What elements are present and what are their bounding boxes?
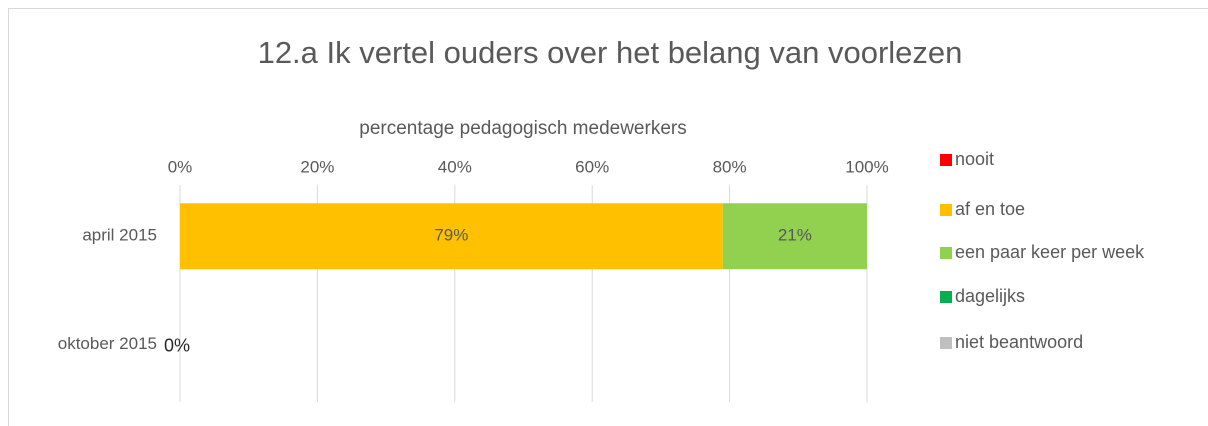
bar-segment: [722, 203, 867, 270]
data-label: 79%: [434, 226, 468, 245]
y-tick-label: oktober 2015: [58, 334, 157, 353]
legend-swatch: [940, 247, 952, 259]
legend-label: een paar keer per week: [955, 242, 1145, 262]
x-tick-label: 60%: [575, 157, 609, 176]
x-tick-label: 80%: [713, 157, 747, 176]
data-label: 21%: [778, 226, 812, 245]
x-tick-label: 20%: [300, 157, 334, 176]
legend-label: af en toe: [955, 199, 1025, 219]
legend-swatch: [940, 154, 952, 166]
x-tick-label: 40%: [438, 157, 472, 176]
x-tick-label: 100%: [845, 157, 888, 176]
legend-label: nooit: [955, 149, 994, 169]
legend-swatch: [940, 291, 952, 303]
x-tick-label: 0%: [168, 157, 193, 176]
legend-swatch: [940, 337, 952, 349]
bar-segment: [180, 203, 723, 270]
chart-title: 12.a Ik vertel ouders over het belang va…: [258, 35, 963, 70]
legend-label: niet beantwoord: [955, 332, 1083, 352]
legend-label: dagelijks: [955, 286, 1025, 306]
axis-title: percentage pedagogisch medewerkers: [359, 118, 686, 139]
y-tick-label: april 2015: [82, 226, 157, 245]
legend-swatch: [940, 204, 952, 216]
data-label: 0%: [164, 336, 190, 356]
